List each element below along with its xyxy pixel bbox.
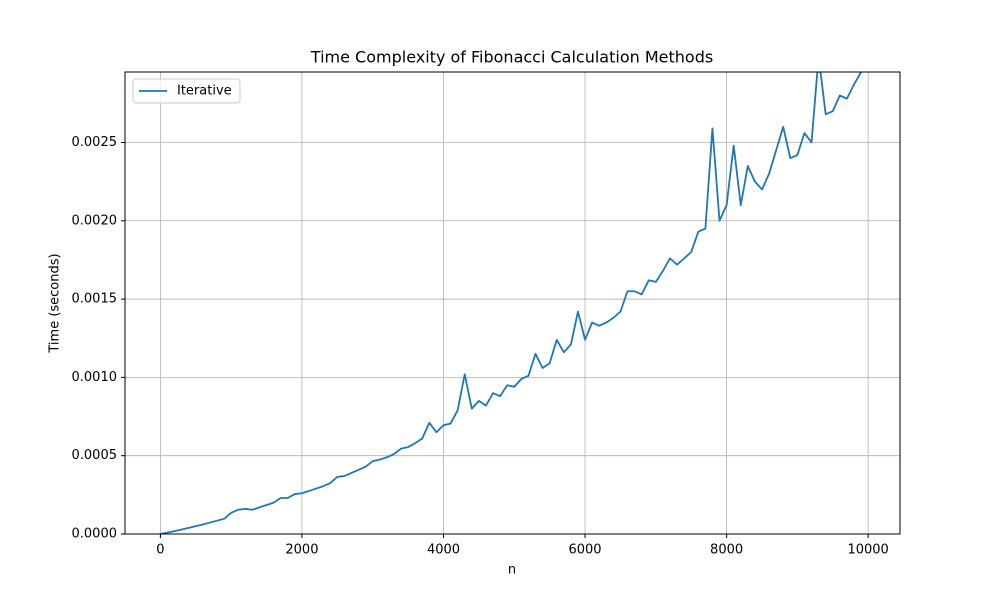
x-tick-label: 4000 bbox=[427, 543, 460, 558]
legend-label: Iterative bbox=[177, 84, 232, 99]
legend-box bbox=[132, 78, 241, 104]
ticks: 0 2000 4000 6000 8000 10000 0.0000 0.0005 0.0010… bbox=[72, 135, 889, 558]
x-tick-label: 10000 bbox=[847, 543, 888, 558]
chart-title: Time Complexity of Fibonacci Calculation… bbox=[310, 48, 713, 67]
x-tick-label: 0 bbox=[156, 543, 164, 558]
x-tick-label: 6000 bbox=[568, 543, 601, 558]
y-tick-label: 0.0005 bbox=[72, 448, 118, 463]
legend: Iterative bbox=[132, 78, 241, 104]
axes-frame bbox=[124, 71, 901, 535]
plot-area bbox=[160, 72, 862, 534]
x-axis-label: n bbox=[508, 563, 516, 578]
y-tick-label: 0.0010 bbox=[72, 370, 118, 385]
x-tick-label: 2000 bbox=[285, 543, 318, 558]
y-axis-label: Time (seconds) bbox=[48, 253, 63, 353]
y-tick-label: 0.0000 bbox=[72, 527, 118, 542]
y-tick-label: 0.0025 bbox=[72, 135, 118, 150]
y-tick-label: 0.0020 bbox=[72, 213, 118, 228]
y-tick-label: 0.0015 bbox=[72, 292, 118, 307]
x-tick-label: 8000 bbox=[710, 543, 743, 558]
data-line bbox=[160, 72, 862, 534]
